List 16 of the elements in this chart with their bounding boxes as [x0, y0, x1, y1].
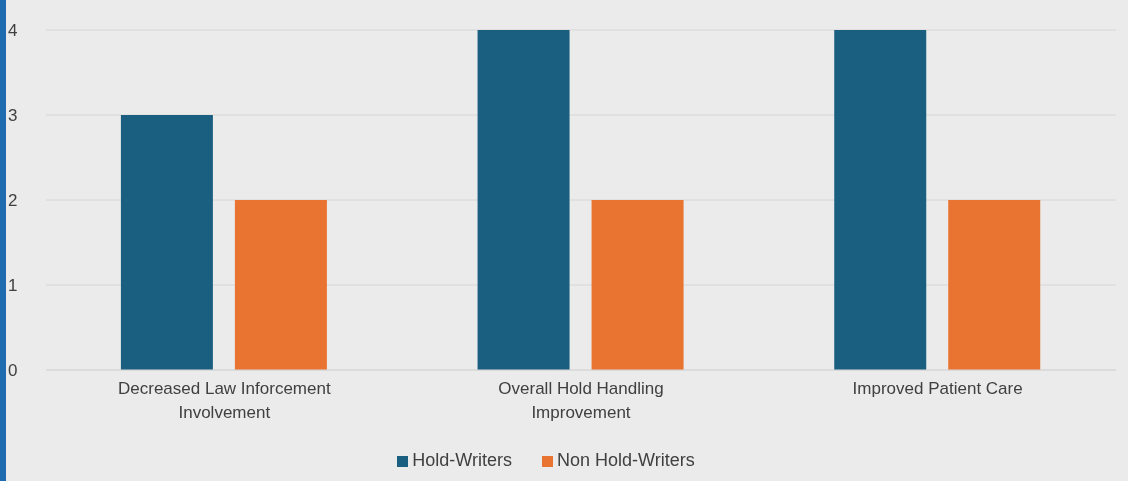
- legend-label: Non Hold-Writers: [556, 450, 695, 470]
- y-tick-label: 4: [8, 21, 18, 41]
- bar: [477, 30, 570, 370]
- y-tick-label: 0: [8, 361, 18, 381]
- bar: [591, 200, 684, 370]
- x-tick-label: Decreased Law Inforcement Involvement: [118, 379, 331, 422]
- x-tick-label: Overall Hold Handling Improvement: [498, 379, 664, 422]
- y-tick-label: 2: [8, 191, 18, 211]
- y-tick-label: 3: [8, 106, 18, 126]
- bar: [234, 200, 327, 370]
- bar: [120, 115, 213, 370]
- bar: [834, 30, 927, 370]
- y-tick-label: 1: [8, 276, 18, 296]
- legend-label: Hold-Writers: [412, 450, 512, 470]
- x-tick-label: Improved Patient Care: [852, 379, 1023, 398]
- bar: [948, 200, 1041, 370]
